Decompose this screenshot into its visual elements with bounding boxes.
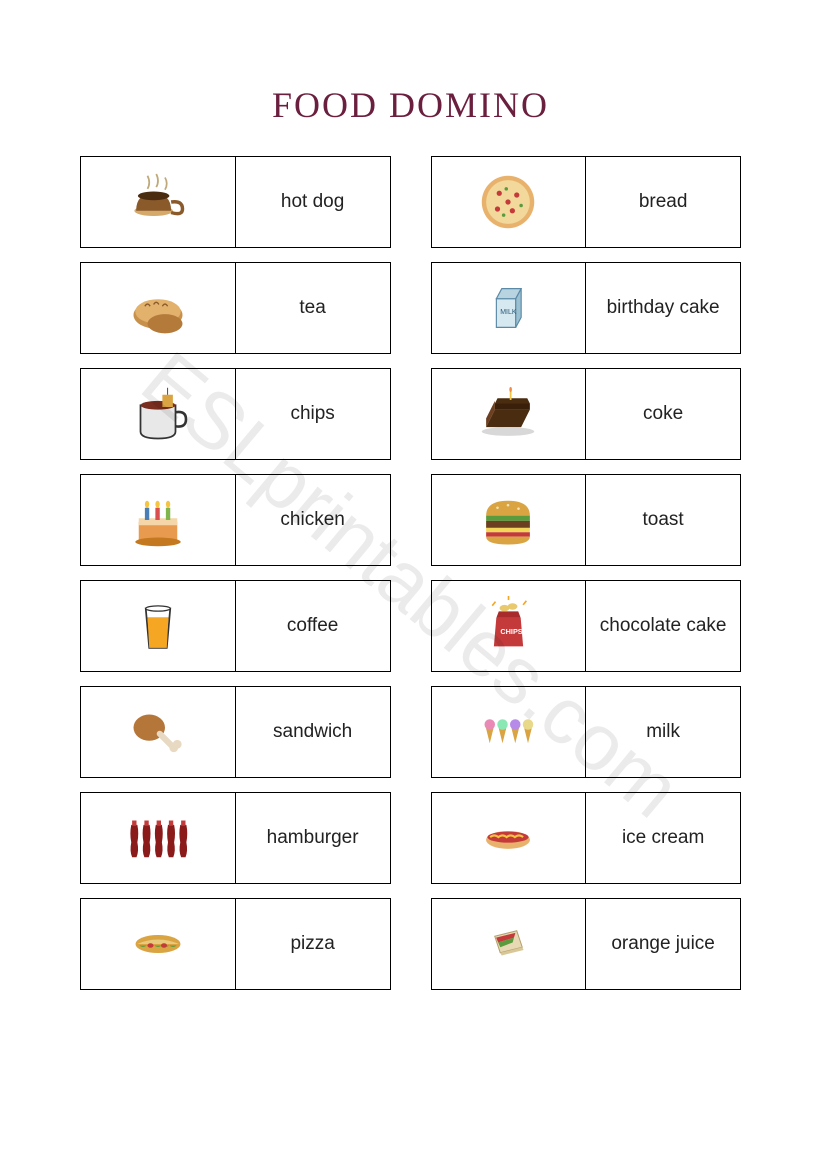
domino-image-cell	[81, 157, 236, 247]
birthday-cake-icon	[118, 480, 198, 560]
domino-image-cell	[432, 369, 587, 459]
coke-bottles-icon	[118, 798, 198, 878]
domino-image-cell	[81, 581, 236, 671]
domino-label: coke	[586, 369, 740, 459]
domino-tile: tea	[80, 262, 391, 354]
domino-image-cell	[81, 263, 236, 353]
worksheet-page: FOOD DOMINO hot dog	[0, 0, 821, 1050]
domino-label: pizza	[236, 899, 390, 989]
domino-image-cell	[81, 369, 236, 459]
tea-mug-icon	[118, 374, 198, 454]
domino-image-cell	[432, 157, 587, 247]
left-column: hot dog tea	[80, 156, 391, 990]
domino-tile: orange juice	[431, 898, 742, 990]
domino-image-cell: CHIPS	[432, 581, 587, 671]
domino-image-cell: MILK	[432, 263, 587, 353]
domino-image-cell	[81, 687, 236, 777]
svg-text:MILK: MILK	[501, 309, 518, 316]
domino-tile: MILK birthday cake	[431, 262, 742, 354]
domino-image-cell	[432, 475, 587, 565]
domino-label: chicken	[236, 475, 390, 565]
domino-tile: coffee	[80, 580, 391, 672]
domino-tile: chips	[80, 368, 391, 460]
domino-image-cell	[81, 475, 236, 565]
chicken-leg-icon	[118, 692, 198, 772]
domino-tile: bread	[431, 156, 742, 248]
ice-cream-cones-icon	[468, 692, 548, 772]
hamburger-icon	[468, 480, 548, 560]
right-column: bread MILK birthday cake	[431, 156, 742, 990]
domino-tile: milk	[431, 686, 742, 778]
domino-label: bread	[586, 157, 740, 247]
domino-tile: pizza	[80, 898, 391, 990]
domino-label: orange juice	[586, 899, 740, 989]
domino-label: tea	[236, 263, 390, 353]
domino-label: birthday cake	[586, 263, 740, 353]
coffee-cup-icon	[118, 162, 198, 242]
domino-tile: toast	[431, 474, 742, 566]
hotdog-icon	[468, 798, 548, 878]
domino-label: hot dog	[236, 157, 390, 247]
domino-tile: ice cream	[431, 792, 742, 884]
domino-label: ice cream	[586, 793, 740, 883]
svg-text:CHIPS: CHIPS	[500, 627, 522, 636]
page-title: FOOD DOMINO	[80, 84, 741, 126]
orange-juice-icon	[118, 586, 198, 666]
pizza-icon	[468, 162, 548, 242]
bread-loaf-icon	[118, 268, 198, 348]
domino-image-cell	[81, 899, 236, 989]
domino-tile: CHIPS chocolate cake	[431, 580, 742, 672]
domino-image-cell	[432, 793, 587, 883]
sub-sandwich-icon	[118, 904, 198, 984]
domino-label: chocolate cake	[586, 581, 740, 671]
domino-image-cell	[432, 899, 587, 989]
domino-label: sandwich	[236, 687, 390, 777]
domino-image-cell	[81, 793, 236, 883]
domino-tile: chicken	[80, 474, 391, 566]
domino-image-cell	[432, 687, 587, 777]
chips-bag-icon: CHIPS	[468, 586, 548, 666]
toast-sandwich-icon	[468, 904, 548, 984]
domino-label: milk	[586, 687, 740, 777]
domino-tile: coke	[431, 368, 742, 460]
domino-tile: sandwich	[80, 686, 391, 778]
milk-carton-icon: MILK	[468, 268, 548, 348]
domino-label: toast	[586, 475, 740, 565]
domino-columns: hot dog tea	[80, 156, 741, 990]
domino-tile: hot dog	[80, 156, 391, 248]
domino-label: coffee	[236, 581, 390, 671]
cake-slice-icon	[468, 374, 548, 454]
domino-tile: hamburger	[80, 792, 391, 884]
domino-label: chips	[236, 369, 390, 459]
domino-label: hamburger	[236, 793, 390, 883]
